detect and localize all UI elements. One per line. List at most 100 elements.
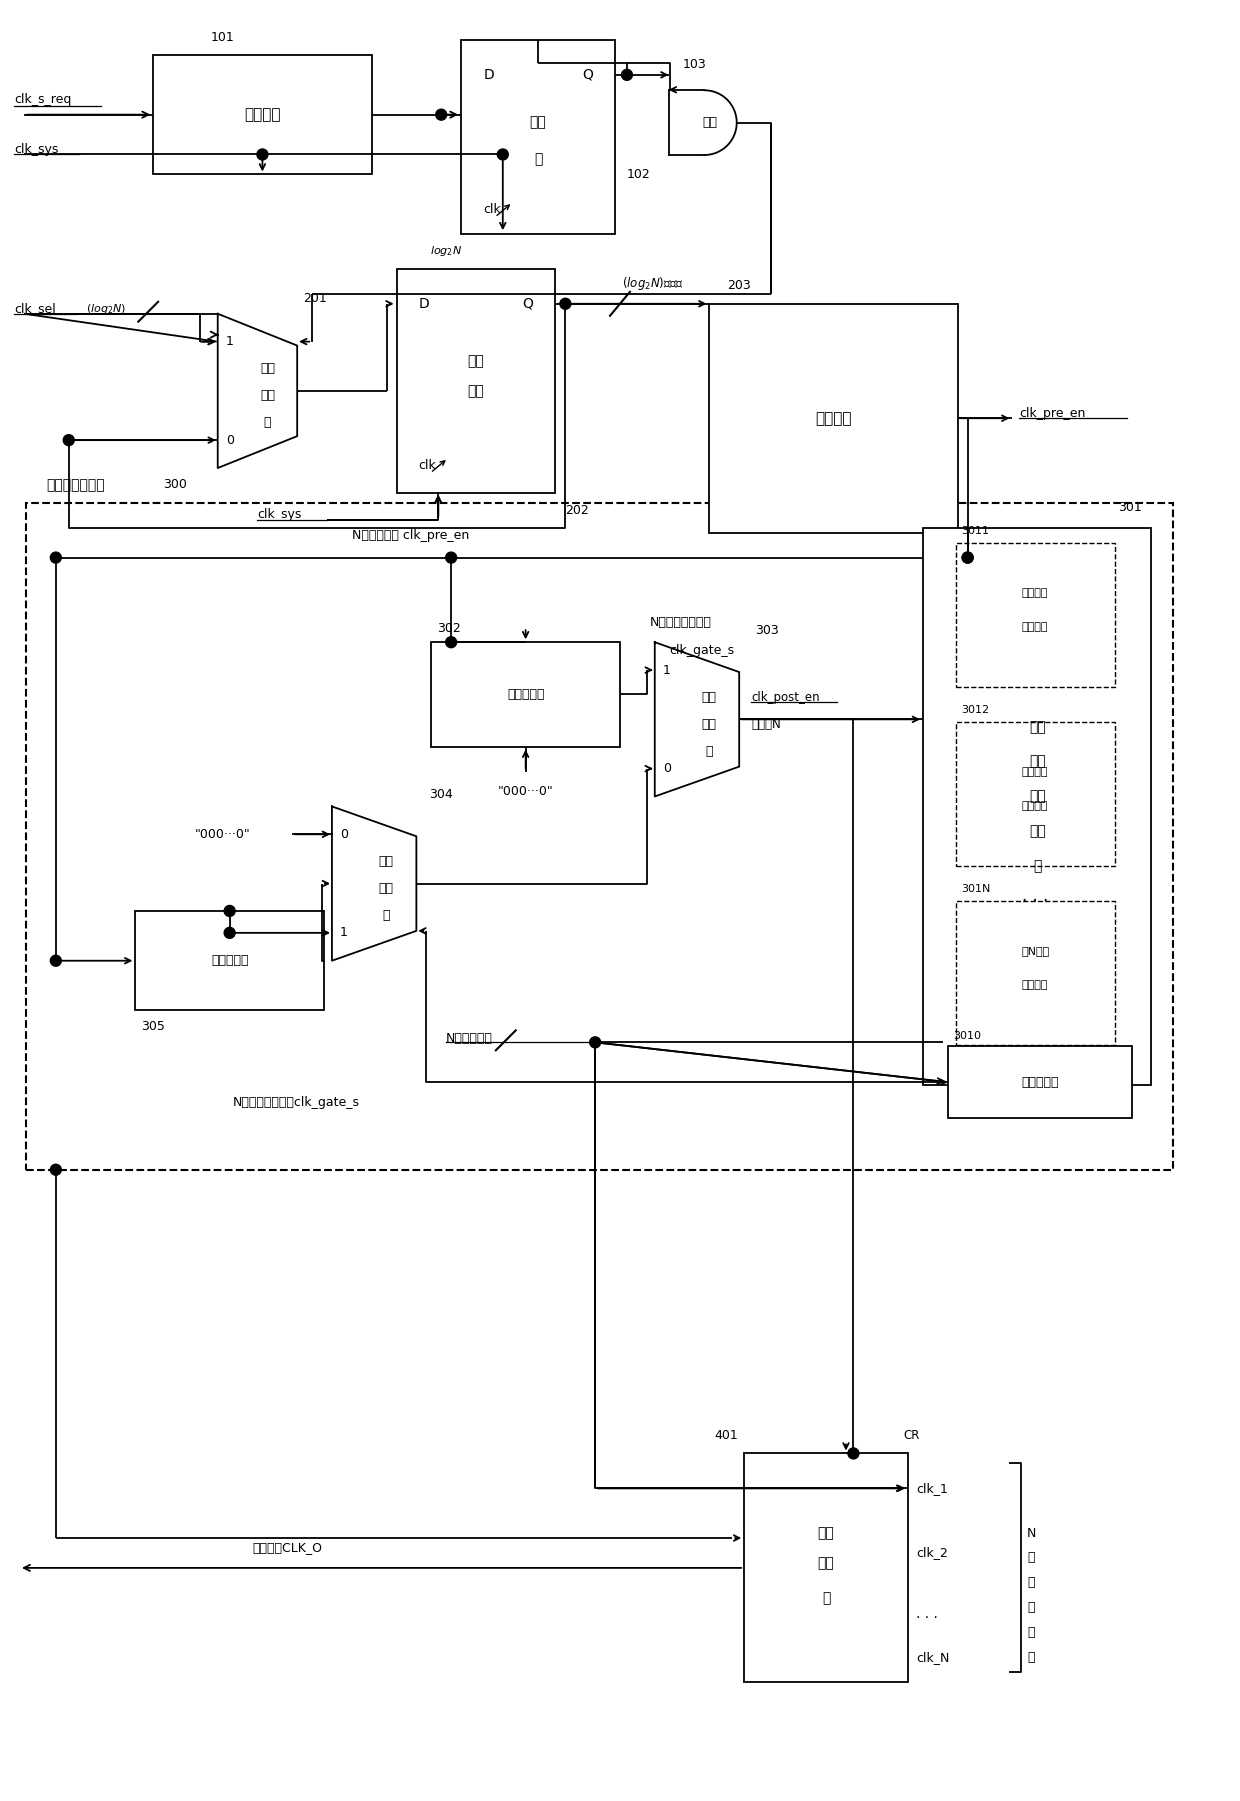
Text: 第一比较器: 第一比较器 bbox=[507, 688, 544, 701]
Bar bbox=[135, 911, 324, 1010]
Text: 位宽：N: 位宽：N bbox=[751, 719, 781, 731]
Text: 1: 1 bbox=[340, 926, 347, 940]
Text: 300: 300 bbox=[164, 479, 187, 492]
Text: 理电: 理电 bbox=[1029, 825, 1045, 837]
Text: 号: 号 bbox=[1028, 1652, 1035, 1664]
Text: clk_pre_en: clk_pre_en bbox=[1019, 407, 1086, 420]
Bar bbox=[744, 1453, 908, 1682]
Text: 305: 305 bbox=[141, 1019, 165, 1034]
Text: 第二时钟: 第二时钟 bbox=[1022, 767, 1049, 776]
Text: "000···0": "000···0" bbox=[195, 828, 250, 841]
Text: $(log_2 N)$位输入: $(log_2 N)$位输入 bbox=[621, 276, 683, 292]
Text: 译码电路: 译码电路 bbox=[816, 411, 852, 425]
Text: 第N时钟: 第N时钟 bbox=[1021, 946, 1049, 956]
Bar bbox=[923, 528, 1152, 1086]
Bar bbox=[26, 502, 1173, 1169]
Circle shape bbox=[445, 553, 456, 564]
Text: $(log_2 N)$: $(log_2 N)$ bbox=[86, 303, 126, 315]
Polygon shape bbox=[655, 643, 739, 796]
Bar bbox=[461, 40, 615, 234]
Text: D: D bbox=[419, 297, 430, 312]
Polygon shape bbox=[218, 313, 298, 468]
Bar bbox=[397, 268, 556, 493]
Text: 器: 器 bbox=[534, 151, 542, 166]
Text: 位: 位 bbox=[1028, 1551, 1035, 1565]
Text: 1: 1 bbox=[226, 335, 233, 348]
Circle shape bbox=[962, 553, 973, 564]
Text: 关断电路: 关断电路 bbox=[1022, 980, 1049, 991]
Text: 器组: 器组 bbox=[467, 384, 485, 398]
Text: clk_sel: clk_sel bbox=[14, 303, 56, 315]
Bar bbox=[154, 56, 372, 175]
Text: $log_2 N$: $log_2 N$ bbox=[430, 243, 463, 258]
Text: N: N bbox=[1027, 1527, 1035, 1540]
Text: clk: clk bbox=[482, 204, 501, 216]
Text: 202: 202 bbox=[565, 504, 589, 517]
Text: clk_N: clk_N bbox=[916, 1652, 950, 1664]
Text: 器: 器 bbox=[822, 1590, 831, 1605]
Circle shape bbox=[590, 1037, 600, 1048]
Text: clk_s_req: clk_s_req bbox=[14, 94, 72, 106]
Bar bbox=[947, 1046, 1132, 1118]
Text: 钟: 钟 bbox=[1028, 1601, 1035, 1614]
Text: 器: 器 bbox=[706, 744, 713, 758]
Text: 关断电路: 关断电路 bbox=[1022, 621, 1049, 632]
Text: 第一: 第一 bbox=[260, 362, 275, 375]
Circle shape bbox=[257, 149, 268, 160]
Text: CR: CR bbox=[903, 1428, 919, 1443]
Text: N位译码结果 clk_pre_en: N位译码结果 clk_pre_en bbox=[352, 529, 469, 542]
Circle shape bbox=[497, 149, 508, 160]
Circle shape bbox=[51, 553, 61, 564]
Circle shape bbox=[560, 299, 570, 310]
Bar bbox=[956, 542, 1115, 686]
Text: 去噪电路: 去噪电路 bbox=[244, 106, 280, 122]
Text: clk_gate_s: clk_gate_s bbox=[670, 643, 735, 657]
Text: 器: 器 bbox=[382, 910, 389, 922]
Circle shape bbox=[51, 1163, 61, 1176]
Text: Q: Q bbox=[522, 297, 533, 312]
Polygon shape bbox=[332, 807, 417, 960]
Text: 第三: 第三 bbox=[378, 855, 393, 868]
Text: N位关断标志信号: N位关断标志信号 bbox=[650, 616, 712, 629]
Text: clk_1: clk_1 bbox=[916, 1482, 947, 1495]
Text: 301N: 301N bbox=[961, 884, 990, 893]
Text: 钟管: 钟管 bbox=[1029, 789, 1045, 803]
Text: 寄存: 寄存 bbox=[467, 355, 485, 367]
Text: · · ·: · · · bbox=[1022, 891, 1048, 910]
Circle shape bbox=[435, 110, 446, 121]
Text: "000···0": "000···0" bbox=[497, 785, 553, 798]
Text: 刺时: 刺时 bbox=[1029, 755, 1045, 769]
Text: 关断电路: 关断电路 bbox=[1022, 801, 1049, 810]
Text: clk_post_en: clk_post_en bbox=[751, 692, 820, 704]
Text: 401: 401 bbox=[714, 1428, 738, 1443]
Text: 第三比较器: 第三比较器 bbox=[1021, 1075, 1059, 1088]
Circle shape bbox=[848, 1448, 859, 1459]
Polygon shape bbox=[668, 90, 737, 155]
Text: 信: 信 bbox=[1028, 1626, 1035, 1639]
Text: 时: 时 bbox=[1028, 1576, 1035, 1588]
Text: 器: 器 bbox=[264, 416, 272, 429]
Text: clk_sys: clk_sys bbox=[14, 142, 58, 157]
Text: 0: 0 bbox=[662, 762, 671, 774]
Text: 102: 102 bbox=[627, 167, 651, 180]
Text: 选择: 选择 bbox=[378, 882, 393, 895]
Text: 0: 0 bbox=[340, 828, 348, 841]
Circle shape bbox=[621, 70, 632, 81]
Text: 1: 1 bbox=[662, 663, 671, 677]
Text: 第二比较器: 第二比较器 bbox=[211, 955, 248, 967]
Bar bbox=[956, 900, 1115, 1045]
Text: 时钟输出CLK_O: 时钟输出CLK_O bbox=[253, 1542, 322, 1554]
Text: 选择: 选择 bbox=[817, 1556, 835, 1570]
Text: 0: 0 bbox=[226, 434, 233, 447]
Bar bbox=[956, 722, 1115, 866]
Text: clk: clk bbox=[418, 459, 436, 472]
Text: N位关断标志信号clk_gate_s: N位关断标志信号clk_gate_s bbox=[233, 1095, 360, 1109]
Text: 303: 303 bbox=[755, 623, 779, 638]
Circle shape bbox=[224, 906, 236, 917]
Text: 选择: 选择 bbox=[702, 719, 717, 731]
Text: 304: 304 bbox=[429, 789, 453, 801]
Text: 3012: 3012 bbox=[961, 704, 988, 715]
Circle shape bbox=[224, 928, 236, 938]
Text: 101: 101 bbox=[211, 31, 234, 43]
Text: 203: 203 bbox=[728, 279, 751, 292]
